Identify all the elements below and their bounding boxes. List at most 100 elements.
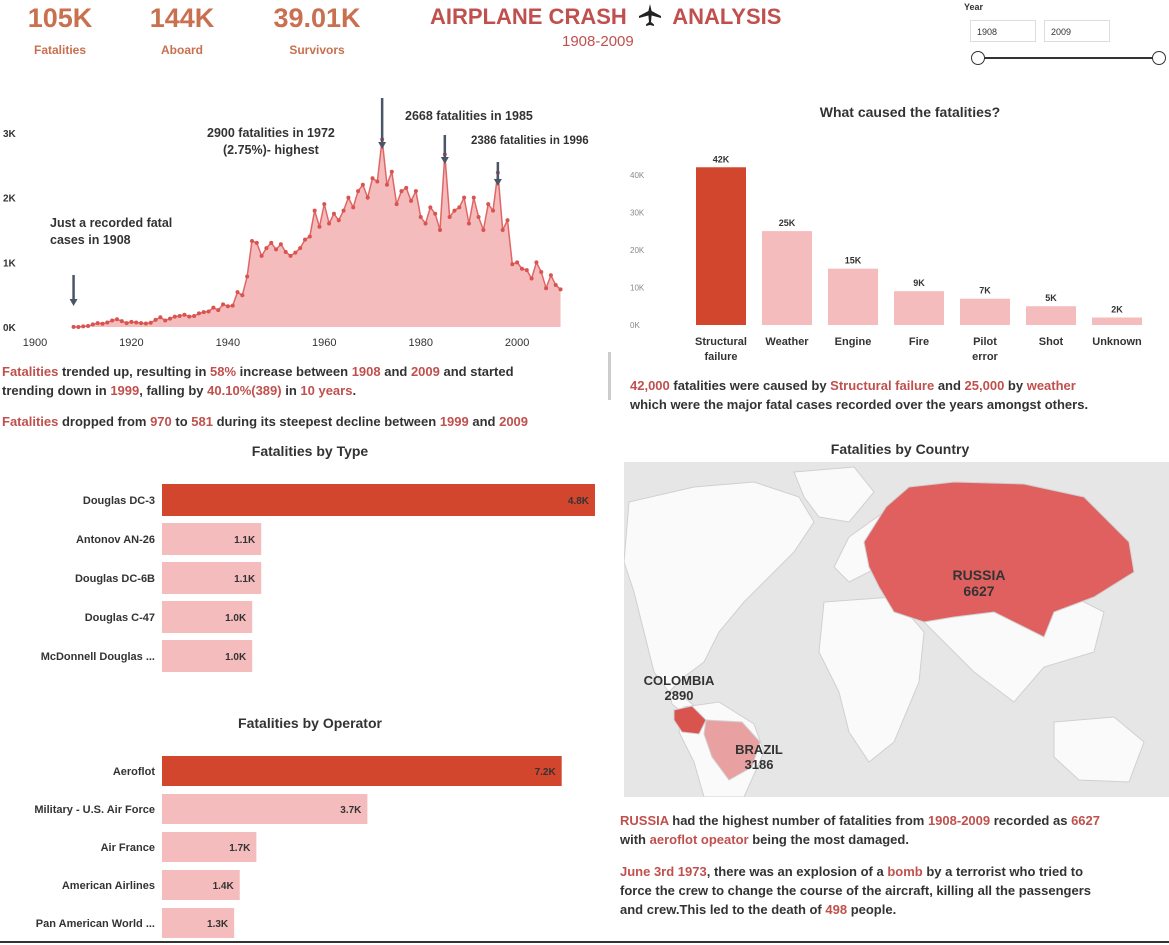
trend-point[interactable] [206,309,211,314]
trend-point[interactable] [505,218,510,223]
trend-point[interactable] [486,202,491,207]
trend-point[interactable] [452,208,457,213]
trend-point[interactable] [187,314,192,319]
trend-point[interactable] [148,320,153,325]
trend-point[interactable] [529,276,534,281]
hbar-bar[interactable] [162,832,257,862]
trend-point[interactable] [370,176,375,181]
trend-point[interactable] [423,221,428,226]
hbar-bar[interactable] [162,484,595,516]
trend-point[interactable] [225,304,230,309]
trend-point[interactable] [90,322,95,327]
trend-point[interactable] [500,227,505,232]
trend-point[interactable] [264,246,269,251]
trend-point[interactable] [524,268,529,273]
hbar-bar[interactable] [162,523,262,555]
trend-point[interactable] [303,237,307,242]
trend-point[interactable] [119,319,124,324]
trend-point[interactable] [196,311,201,316]
trend-point[interactable] [129,319,134,324]
trend-point[interactable] [293,250,298,255]
slicer-handle-end[interactable] [1152,51,1166,65]
trend-point[interactable] [158,315,163,320]
trend-point[interactable] [134,320,139,325]
trend-point[interactable] [457,205,462,210]
trend-point[interactable] [245,274,250,279]
trend-point[interactable] [404,185,409,190]
trend-point[interactable] [413,189,418,194]
trend-point[interactable] [471,195,476,200]
trend-point[interactable] [139,321,144,326]
trend-point[interactable] [259,253,264,258]
trend-point[interactable] [519,266,524,271]
trend-point[interactable] [86,324,91,329]
trend-point[interactable] [384,182,389,187]
slicer-end-input[interactable]: 2009 [1044,20,1110,42]
hbar-bar[interactable] [162,870,240,900]
slicer-handle-start[interactable] [971,51,985,65]
trend-point[interactable] [356,189,361,194]
cause-bar[interactable] [894,291,944,325]
hbar-bar[interactable] [162,756,562,786]
trend-point[interactable] [360,182,365,187]
trend-point[interactable] [95,321,100,326]
cause-bar[interactable] [1092,317,1142,325]
trend-point[interactable] [365,195,370,200]
slicer-track[interactable] [978,57,1158,59]
trend-point[interactable] [254,240,259,245]
trend-point[interactable] [375,179,380,184]
trend-point[interactable] [143,321,148,326]
trend-point[interactable] [216,308,221,313]
trend-point[interactable] [168,316,172,321]
cause-bar[interactable] [696,167,746,325]
cause-bar[interactable] [762,231,812,325]
trend-point[interactable] [466,221,471,226]
trend-point[interactable] [278,242,283,247]
country-map[interactable]: RUSSIA 6627 COLOMBIA 2890 BRAZIL 3186 [624,462,1169,797]
trend-point[interactable] [346,195,351,200]
year-slicer[interactable]: Year 1908 2009 [964,0,1169,70]
trend-point[interactable] [192,314,197,319]
trend-point[interactable] [341,208,346,213]
trend-point[interactable] [491,208,496,213]
hbar-bar[interactable] [162,908,235,938]
cause-bar[interactable] [1026,306,1076,325]
trend-point[interactable] [153,317,158,322]
trend-point[interactable] [235,290,240,295]
trend-point[interactable] [481,227,486,232]
trend-point[interactable] [307,234,312,239]
trend-point[interactable] [510,262,515,267]
trend-point[interactable] [389,169,394,174]
trend-point[interactable] [105,320,110,325]
hbar-bar[interactable] [162,640,253,672]
trend-point[interactable] [230,303,235,308]
trend-point[interactable] [163,318,168,323]
trend-point[interactable] [399,189,404,194]
trend-point[interactable] [100,321,105,326]
trend-point[interactable] [182,312,187,317]
trend-point[interactable] [240,293,245,298]
trend-point[interactable] [558,287,563,292]
cause-bar[interactable] [960,298,1010,325]
hbar-bar[interactable] [162,794,368,824]
trend-point[interactable] [336,218,341,223]
hbar-bar[interactable] [162,601,253,633]
trend-point[interactable] [447,215,452,220]
trend-point[interactable] [462,195,467,200]
trend-point[interactable] [544,286,549,291]
trend-point[interactable] [274,247,279,252]
trend-point[interactable] [548,273,553,278]
cause-bar[interactable] [828,268,878,325]
trend-point[interactable] [114,317,119,322]
trend-point[interactable] [476,215,481,220]
trend-point[interactable] [515,260,520,265]
trend-point[interactable] [433,211,438,216]
trend-point[interactable] [177,314,182,319]
trend-point[interactable] [312,208,317,213]
trend-point[interactable] [539,270,544,275]
trend-point[interactable] [172,314,177,319]
trend-point[interactable] [110,318,115,323]
trend-point[interactable] [298,246,303,251]
trend-point[interactable] [76,325,81,329]
trend-point[interactable] [317,224,322,229]
